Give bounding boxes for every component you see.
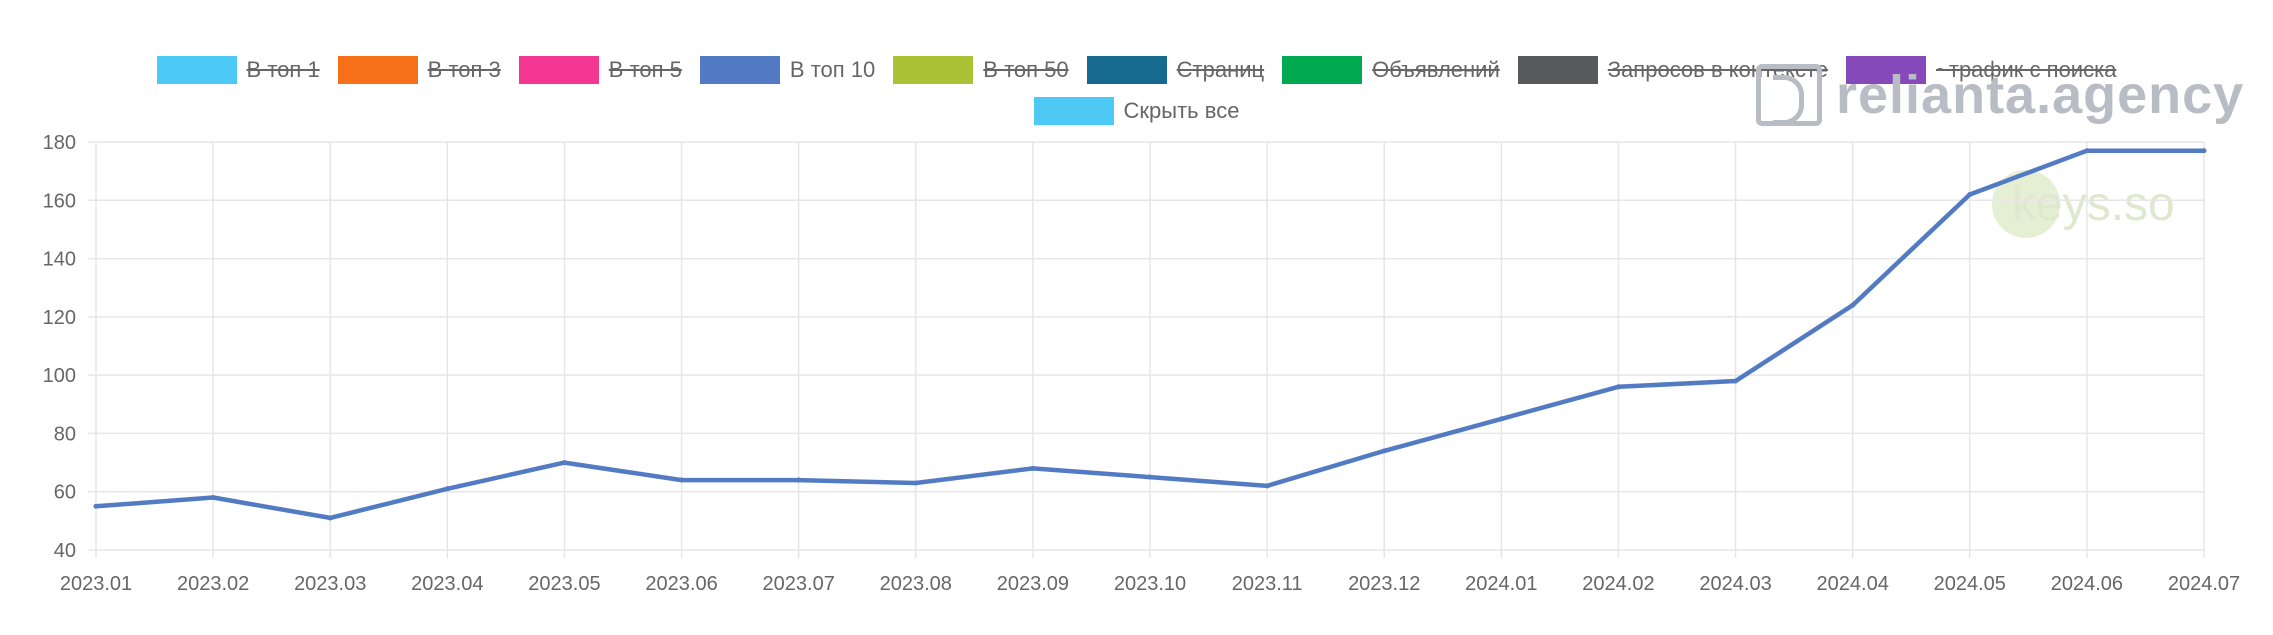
x-tick-label: 2023.08 — [880, 573, 952, 595]
data-point — [93, 503, 99, 509]
chart-legend: В топ 1 В топ 3 В топ 5 В топ 10 В топ 50 Стр… — [0, 52, 2273, 134]
legend-label: Страниц — [1176, 57, 1265, 82]
x-tick-label: 2024.03 — [1699, 573, 1771, 595]
data-point — [1147, 474, 1153, 480]
x-tick-label: 2024.07 — [2168, 573, 2240, 595]
x-tick-label: 2023.06 — [645, 573, 717, 595]
data-point — [913, 480, 919, 486]
x-tick-label: 2023.02 — [177, 573, 249, 595]
x-tick-label: 2024.01 — [1465, 573, 1537, 595]
data-point — [1733, 378, 1739, 384]
y-tick-label: 60 — [54, 482, 76, 504]
data-point — [1264, 483, 1270, 489]
x-tick-label: 2023.04 — [411, 573, 483, 595]
x-tick-label: 2023.09 — [997, 573, 1069, 595]
data-point — [327, 515, 333, 521]
legend-item[interactable]: В топ 1 — [156, 56, 320, 84]
legend-swatch — [518, 56, 599, 84]
y-tick-label: 180 — [43, 132, 76, 154]
legend-label: ~трафик с поиска — [1936, 57, 2117, 82]
data-point — [679, 477, 685, 483]
x-tick-label: 2024.06 — [2051, 573, 2123, 595]
data-point — [2084, 148, 2090, 154]
legend-row: В топ 1 В топ 3 В топ 5 В топ 10 В топ 50 Стр… — [0, 52, 2273, 88]
data-point — [1030, 465, 1036, 471]
y-tick-label: 100 — [43, 365, 76, 387]
legend-label: В топ 5 — [608, 57, 682, 82]
hide-all-label: Скрыть все — [1123, 98, 1240, 123]
legend-item[interactable]: В топ 10 — [699, 56, 876, 84]
legend-item[interactable]: В топ 5 — [518, 56, 682, 84]
legend-swatch — [1846, 56, 1927, 84]
legend-swatch — [1517, 56, 1598, 84]
y-tick-label: 160 — [43, 190, 76, 212]
data-point — [2201, 148, 2207, 154]
legend-item[interactable]: ~трафик с поиска — [1846, 56, 2116, 84]
legend-label: В топ 50 — [983, 57, 1069, 82]
legend-swatch — [1282, 56, 1363, 84]
legend-swatch — [699, 56, 780, 84]
data-point — [796, 477, 802, 483]
data-point — [561, 460, 567, 466]
legend-swatch — [1086, 56, 1167, 84]
x-tick-label: 2024.02 — [1582, 573, 1654, 595]
legend-row: Скрыть все — [0, 93, 2273, 129]
legend-label: В топ 1 — [246, 57, 320, 82]
data-point — [1615, 384, 1621, 390]
y-tick-label: 140 — [43, 249, 76, 271]
x-tick-label: 2023.05 — [528, 573, 600, 595]
legend-swatch — [893, 56, 974, 84]
legend-label: В топ 10 — [789, 57, 876, 82]
x-tick-label: 2024.04 — [1817, 573, 1889, 595]
x-tick-label: 2023.10 — [1114, 573, 1186, 595]
x-tick-label: 2023.12 — [1348, 573, 1420, 595]
legend-label: Объявлений — [1372, 57, 1500, 82]
y-tick-label: 40 — [54, 540, 76, 562]
x-tick-label: 2023.07 — [763, 573, 835, 595]
data-point — [1850, 302, 1856, 308]
legend-swatch — [337, 56, 418, 84]
legend-item[interactable]: В топ 50 — [893, 56, 1069, 84]
x-tick-label: 2023.11 — [1232, 573, 1303, 595]
legend-item[interactable]: Страниц — [1086, 56, 1265, 84]
legend-label: В топ 3 — [427, 57, 501, 82]
legend-swatch — [156, 56, 237, 84]
legend-item[interactable]: В топ 3 — [337, 56, 501, 84]
y-tick-label: 120 — [43, 307, 76, 329]
data-point — [210, 495, 216, 501]
legend-item[interactable]: Объявлений — [1282, 56, 1500, 84]
x-tick-label: 2023.03 — [294, 573, 366, 595]
x-tick-label: 2023.01 — [60, 573, 132, 595]
data-point — [1498, 416, 1504, 422]
data-point — [444, 486, 450, 492]
data-point — [1381, 448, 1387, 454]
hide-all-toggle[interactable]: Скрыть все — [1033, 97, 1240, 125]
y-tick-label: 80 — [54, 423, 76, 445]
data-point — [1967, 191, 1973, 197]
legend-swatch — [1033, 97, 1114, 125]
x-tick-label: 2024.05 — [1934, 573, 2006, 595]
